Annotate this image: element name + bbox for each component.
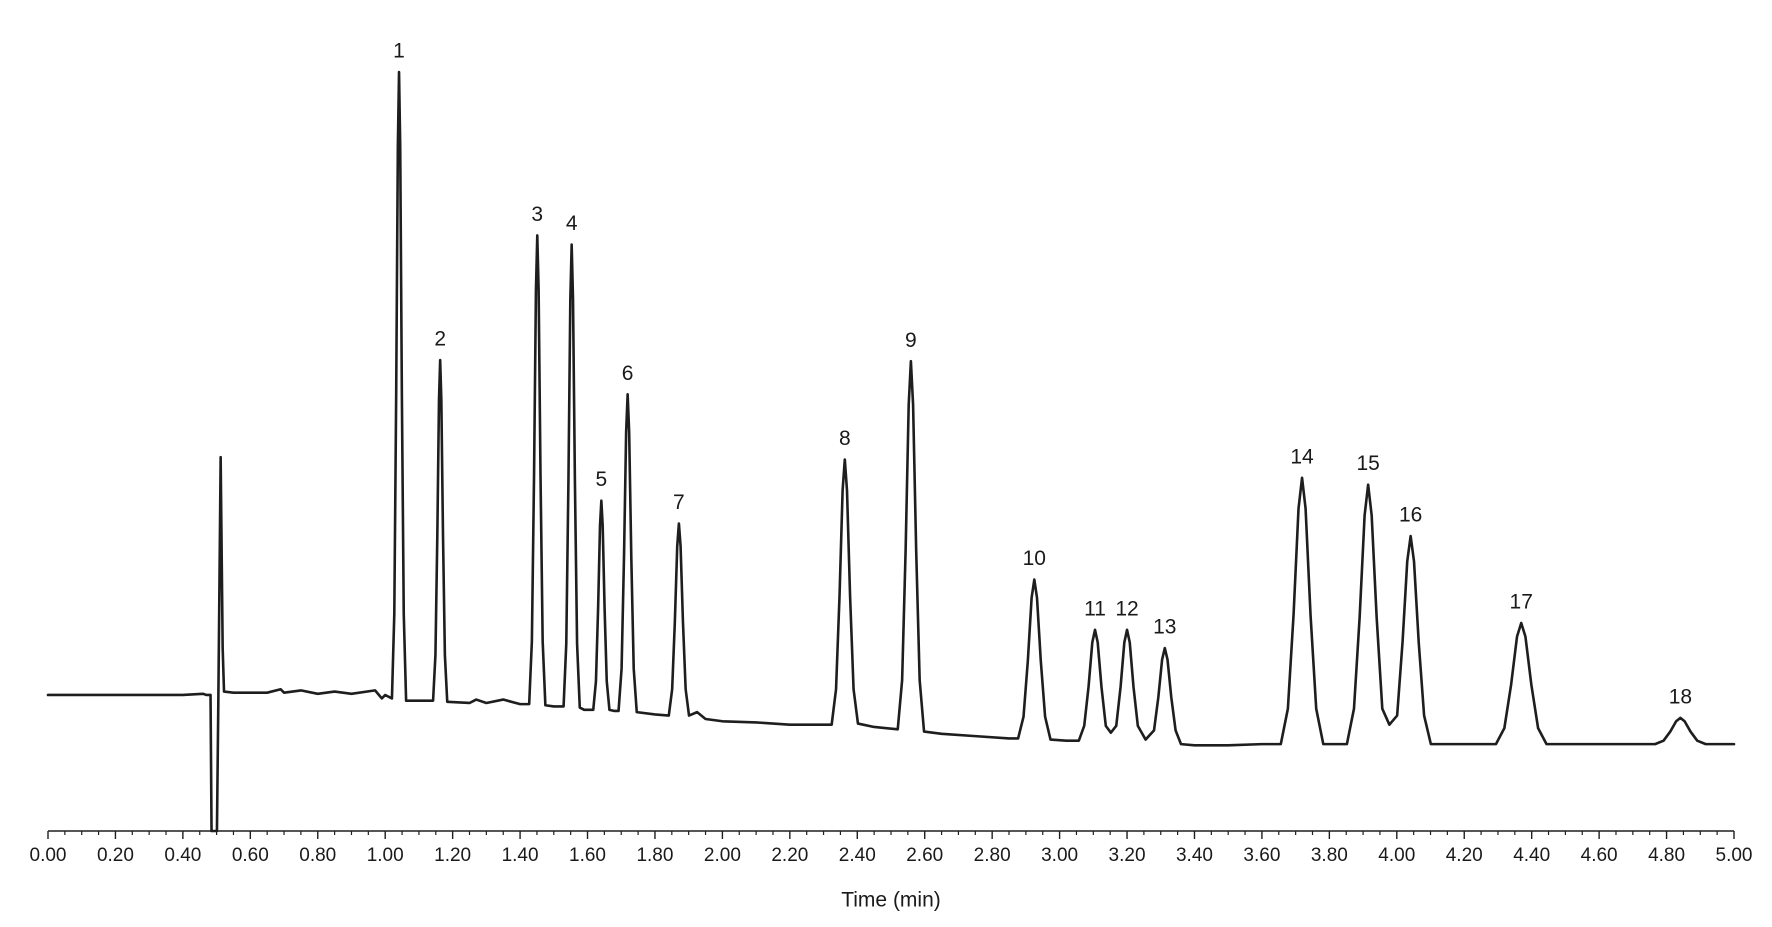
- peak-label: 12: [1115, 597, 1138, 620]
- x-tick-label: 4.40: [1513, 845, 1550, 866]
- x-tick-label: 5.00: [1716, 845, 1753, 866]
- peak-label: 18: [1669, 685, 1692, 708]
- peak-label: 7: [673, 491, 685, 514]
- x-tick-label: 3.80: [1311, 845, 1348, 866]
- peak-label: 3: [531, 203, 543, 226]
- x-tick-label: 4.20: [1446, 845, 1483, 866]
- peak-label: 6: [622, 362, 634, 385]
- x-tick-label: 0.80: [299, 845, 336, 866]
- x-tick-label: 1.00: [367, 845, 404, 866]
- x-tick-label: 3.20: [1109, 845, 1146, 866]
- peak-label: 16: [1399, 504, 1422, 527]
- peak-label: 1: [393, 40, 405, 63]
- x-axis-title: Time (min): [841, 889, 941, 912]
- x-tick-label: 3.00: [1041, 845, 1078, 866]
- peak-label: 13: [1153, 616, 1176, 639]
- peak-label: 17: [1510, 591, 1533, 614]
- peak-label: 4: [566, 212, 578, 235]
- peak-label: 14: [1290, 445, 1314, 468]
- x-tick-label: 4.80: [1648, 845, 1685, 866]
- peak-label: 5: [596, 468, 608, 491]
- x-tick-label: 0.40: [164, 845, 201, 866]
- x-tick-label: 1.60: [569, 845, 606, 866]
- x-tick-label: 3.40: [1176, 845, 1213, 866]
- chromatogram-trace: [46, 70, 1736, 833]
- x-tick-label: 4.00: [1378, 845, 1415, 866]
- x-tick-label: 2.60: [906, 845, 943, 866]
- peak-label: 2: [434, 328, 446, 351]
- x-tick-label: 2.00: [704, 845, 741, 866]
- x-tick-label: 2.40: [839, 845, 876, 866]
- x-tick-label: 1.80: [636, 845, 673, 866]
- peak-label: 11: [1084, 597, 1106, 620]
- x-tick-label: 4.60: [1581, 845, 1618, 866]
- x-tick-label: 3.60: [1243, 845, 1280, 866]
- x-tick-label: 2.80: [974, 845, 1011, 866]
- peak-label: 8: [839, 427, 851, 450]
- peak-label: 10: [1023, 547, 1046, 570]
- peak-label: 9: [905, 329, 917, 352]
- x-tick-label: 0.00: [30, 845, 67, 866]
- x-tick-label: 1.40: [502, 845, 539, 866]
- x-tick-label: 1.20: [434, 845, 471, 866]
- x-tick-label: 0.60: [232, 845, 269, 866]
- peak-label: 15: [1356, 452, 1379, 475]
- x-tick-label: 2.20: [771, 845, 808, 866]
- x-tick-label: 0.20: [97, 845, 134, 866]
